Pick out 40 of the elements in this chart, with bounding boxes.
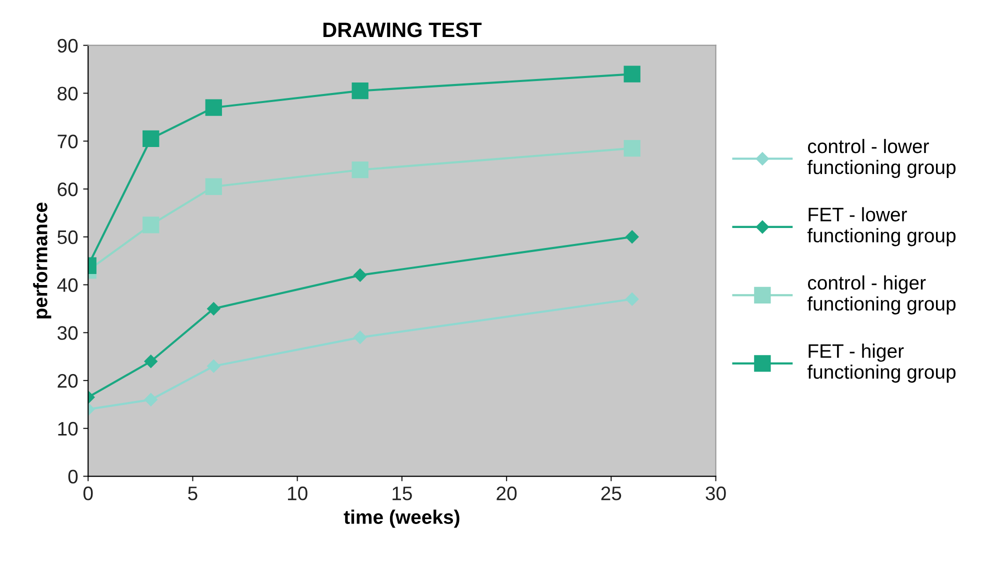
y-tick-label: 10 <box>58 422 78 436</box>
x-tick-label: 5 <box>188 486 198 500</box>
y-tick-label: 90 <box>58 38 78 53</box>
x-tick-label: 0 <box>83 486 93 500</box>
y-axis-title: performance <box>33 202 52 318</box>
x-tick-label: 20 <box>496 486 517 500</box>
point <box>354 268 367 282</box>
point <box>205 99 222 116</box>
point <box>207 302 220 316</box>
point <box>205 178 222 195</box>
x-tick-label: 15 <box>392 486 412 500</box>
point <box>354 330 367 344</box>
y-tick-label: 0 <box>68 470 78 484</box>
y-tick-label: 60 <box>58 182 78 196</box>
y-tick-label: 30 <box>58 326 78 340</box>
point <box>352 82 368 100</box>
x-tick-label: 25 <box>601 486 622 500</box>
x-tick-label: 10 <box>288 486 308 500</box>
point <box>142 130 160 148</box>
x-tick-label: 30 <box>706 486 726 500</box>
y-tick-label: 20 <box>58 374 78 388</box>
point <box>625 292 639 306</box>
legend-label: FET - higer functioning group <box>807 344 956 383</box>
y-tick-label: 70 <box>58 134 78 148</box>
y-tick-label: 50 <box>58 230 78 244</box>
legend-label: control - higer functioning group <box>807 275 956 314</box>
point <box>144 393 158 406</box>
y-tick-label: 40 <box>57 278 78 292</box>
point <box>625 230 639 244</box>
x-axis-title: time (weeks) <box>344 510 460 528</box>
legend-label: FET - lower functioning group <box>807 207 956 246</box>
chart-title: DRAWING TEST <box>323 22 482 38</box>
point <box>207 360 220 373</box>
legend-label: control - lower functioning group <box>807 138 956 178</box>
point <box>624 66 640 82</box>
point <box>142 216 160 234</box>
point <box>144 354 158 368</box>
point <box>624 140 640 157</box>
y-tick-label: 80 <box>58 86 78 100</box>
point <box>352 162 368 178</box>
